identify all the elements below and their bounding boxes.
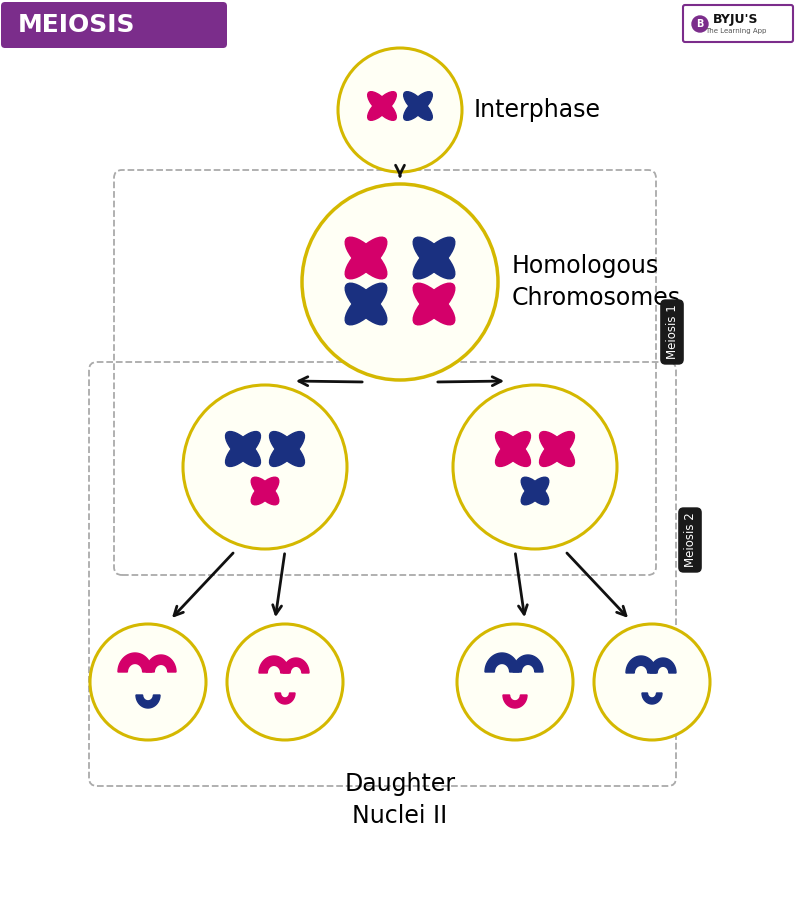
Ellipse shape — [368, 92, 396, 121]
Text: BYJU'S: BYJU'S — [714, 13, 758, 25]
Text: Interphase: Interphase — [474, 98, 601, 122]
Polygon shape — [118, 653, 152, 672]
Ellipse shape — [345, 284, 387, 325]
Polygon shape — [650, 658, 676, 673]
Ellipse shape — [413, 284, 455, 325]
Ellipse shape — [539, 431, 574, 466]
Polygon shape — [259, 656, 289, 673]
Ellipse shape — [404, 92, 432, 121]
Polygon shape — [485, 653, 519, 672]
Ellipse shape — [226, 431, 261, 466]
Polygon shape — [626, 656, 656, 673]
Circle shape — [90, 624, 206, 740]
Circle shape — [183, 385, 347, 549]
Ellipse shape — [539, 431, 574, 466]
Circle shape — [302, 184, 498, 380]
FancyBboxPatch shape — [683, 5, 793, 42]
Polygon shape — [275, 693, 295, 704]
Polygon shape — [146, 655, 176, 672]
Ellipse shape — [522, 477, 549, 505]
Text: Meiosis 1: Meiosis 1 — [666, 304, 678, 359]
Polygon shape — [503, 695, 527, 708]
Ellipse shape — [345, 284, 387, 325]
Text: Homologous
Chromosomes: Homologous Chromosomes — [512, 254, 681, 310]
Ellipse shape — [522, 477, 549, 505]
Ellipse shape — [226, 431, 261, 466]
Circle shape — [457, 624, 573, 740]
Circle shape — [227, 624, 343, 740]
Text: Meiosis 2: Meiosis 2 — [683, 513, 697, 567]
Ellipse shape — [413, 238, 455, 279]
Ellipse shape — [368, 92, 396, 121]
Text: Daughter
Nuclei II: Daughter Nuclei II — [345, 772, 455, 828]
Ellipse shape — [251, 477, 278, 505]
Circle shape — [594, 624, 710, 740]
Text: MEIOSIS: MEIOSIS — [18, 13, 135, 37]
Ellipse shape — [404, 92, 432, 121]
Ellipse shape — [413, 238, 455, 279]
Ellipse shape — [345, 238, 387, 279]
Polygon shape — [283, 658, 309, 673]
FancyBboxPatch shape — [1, 2, 227, 48]
Ellipse shape — [270, 431, 305, 466]
Text: B: B — [696, 19, 704, 29]
Circle shape — [692, 16, 708, 32]
Polygon shape — [642, 693, 662, 704]
Text: The Learning App: The Learning App — [706, 28, 766, 34]
Ellipse shape — [251, 477, 278, 505]
Circle shape — [453, 385, 617, 549]
Polygon shape — [136, 695, 160, 708]
Polygon shape — [513, 655, 543, 672]
Ellipse shape — [495, 431, 530, 466]
Ellipse shape — [345, 238, 387, 279]
Circle shape — [338, 48, 462, 172]
Ellipse shape — [413, 284, 455, 325]
Ellipse shape — [495, 431, 530, 466]
Ellipse shape — [270, 431, 305, 466]
